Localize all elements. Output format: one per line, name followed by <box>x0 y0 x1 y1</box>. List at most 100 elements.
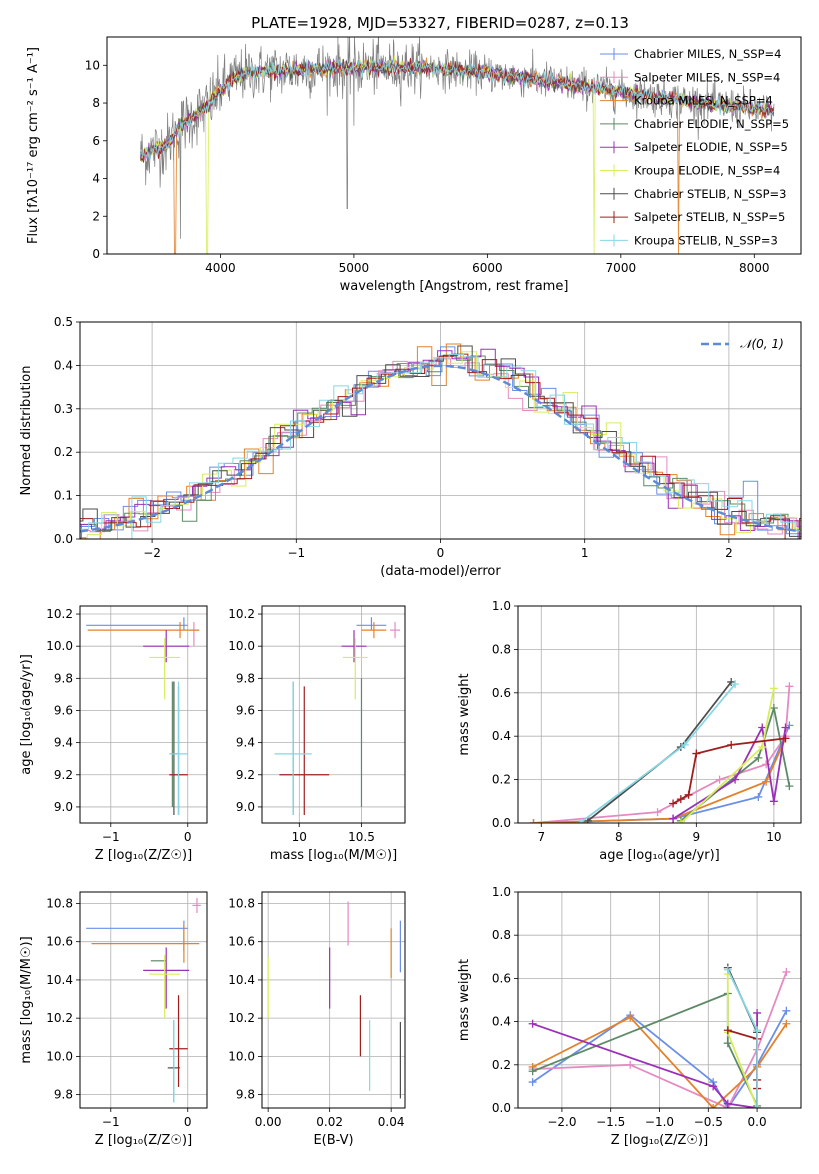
mass_vs_Z-xlabel: Z [log₁₀(Z/Z☉)] <box>95 1133 192 1148</box>
mass_vs_EBV-xtick-label: 0.02 <box>316 1115 343 1129</box>
spectrum-model-line <box>140 58 774 159</box>
residuals-xlabel: (data-model)/error <box>380 564 501 579</box>
weight_vs_Z-xlabel: Z [log₁₀(Z/Z☉)] <box>611 1133 708 1148</box>
weight-point <box>785 682 794 691</box>
mass_vs_Z-ylabel: mass [log₁₀(M/M☉)] <box>19 936 34 1063</box>
weight-point <box>781 723 790 732</box>
spectrum-ytick-label: 8 <box>92 96 100 110</box>
age_vs_Z-xtick-label: −1 <box>102 830 120 844</box>
weight-point <box>723 965 732 974</box>
mass_vs_Z-errorbars <box>86 897 201 1103</box>
mass_vs_Z-ytick-label: 10.8 <box>46 896 73 910</box>
residual-histogram <box>80 351 801 539</box>
age_vs_Z-ytick-label: 9.6 <box>54 703 73 717</box>
weight_vs_Z-ylabel: mass weight <box>457 959 472 1041</box>
weight-series-line <box>532 971 788 1108</box>
weight_vs_age-axes: 7 8 9 10 0.0 0.2 0.4 0.6 0.8 1.0 age [log₁₀(age/yr… <box>457 599 801 863</box>
residual-histogram <box>80 345 801 537</box>
weight-point <box>782 1019 791 1028</box>
age_vs_mass-ytick-label: 9.4 <box>236 736 255 750</box>
residuals-ylabel: Normed distribution <box>19 366 34 496</box>
weight-point <box>727 740 736 749</box>
weight_vs_Z-xtick-label: −0.5 <box>694 1115 723 1129</box>
residuals-ytick-label: 0.4 <box>54 358 73 372</box>
age_vs_mass-xlabel: mass [log₁₀(M/M☉)] <box>270 848 397 863</box>
residuals-xtick-label: 0 <box>437 546 445 560</box>
legend-label: Salpeter MILES, N_SSP=4 <box>634 70 780 84</box>
weight_vs_age-ytick-label: 0.0 <box>492 816 511 830</box>
residuals-xtick-label: −1 <box>287 546 305 560</box>
spectrum-xtick-label: 8000 <box>739 261 770 275</box>
weight-point <box>715 775 724 784</box>
weight_vs_Z-ytick-label: 0.2 <box>492 1058 511 1072</box>
age_vs_Z-errorbars <box>86 617 200 815</box>
weight-point <box>769 684 778 693</box>
weight-series-line <box>532 1016 788 1108</box>
weight-point <box>669 814 678 823</box>
weight-point <box>758 743 767 752</box>
weight_vs_Z-ytick-label: 0.4 <box>492 1015 511 1029</box>
mass_vs_Z-xtick-label: −1 <box>102 1115 120 1129</box>
weight-point <box>781 734 790 743</box>
weight_vs_age-ytick-label: 0.6 <box>492 686 511 700</box>
residuals-ytick-label: 0.1 <box>54 489 73 503</box>
mass_vs_Z-ytick-label: 10.6 <box>46 935 73 949</box>
spectrum-legend: Chabrier MILES, N_SSP=4 Salpeter MILES, N… <box>600 47 789 247</box>
weight-point <box>723 1039 732 1048</box>
spectrum-xtick-label: 4000 <box>205 261 236 275</box>
mass_vs_EBV-xtick-label: 0.04 <box>378 1115 405 1129</box>
spectrum-ytick-label: 4 <box>92 172 100 186</box>
residual-histogram <box>80 348 801 539</box>
residuals-xtick-label: −2 <box>143 546 161 560</box>
age_vs_Z-ytick-label: 9.0 <box>54 800 73 814</box>
mass_vs_EBV-frame <box>261 891 406 1109</box>
residuals-ytick-label: 0.0 <box>54 532 73 546</box>
age_vs_mass-xtick-label: 10 <box>292 830 307 844</box>
weight-point <box>782 1006 791 1015</box>
mass_vs_Z-frame <box>79 891 208 1109</box>
weight-point <box>528 1067 537 1076</box>
mass_vs_EBV-ytick-label: 10.6 <box>228 935 255 949</box>
weight-point <box>785 782 794 791</box>
weight_vs_age-xtick-label: 8 <box>615 830 623 844</box>
age_vs_mass-ytick-label: 9.8 <box>236 671 255 685</box>
weight_vs_age-ylabel: mass weight <box>457 673 472 755</box>
weight_vs_age-xtick-label: 10 <box>766 830 781 844</box>
weight_vs_age-lines <box>529 677 794 823</box>
weight-point <box>626 1060 635 1069</box>
residuals-xtick-label: 2 <box>725 546 733 560</box>
weight-point <box>753 1104 762 1108</box>
weight_vs_Z-ytick-label: 0.8 <box>492 928 511 942</box>
weight-series-line <box>533 738 787 823</box>
weight-point <box>576 819 585 823</box>
weight-point <box>723 1026 732 1035</box>
spectrum-ytick-label: 6 <box>92 134 100 148</box>
weight-point <box>753 1008 762 1017</box>
weight_vs_age-frame <box>517 605 802 824</box>
legend-label: Kroupa STELIB, N_SSP=3 <box>634 233 778 247</box>
age_vs_Z-ylabel: age [log₁₀(age/yr)] <box>19 654 34 775</box>
weight_vs_age-ytick-label: 1.0 <box>492 599 511 613</box>
spectrum-ytick-label: 10 <box>85 58 100 72</box>
spectrum-xtick-label: 7000 <box>606 261 637 275</box>
age_vs_Z-frame <box>79 605 208 824</box>
residual-histogram <box>80 353 801 539</box>
mass_vs_Z-axes: −1 0 9.8 10.0 10.2 10.4 10.6 10.8 Z [log₁₀(Z/Z☉)… <box>19 892 207 1148</box>
weight-point <box>723 1099 732 1108</box>
weight-point <box>692 749 701 758</box>
spectrum-model-line <box>140 58 774 161</box>
spectrum-ylabel: Flux [fλ10⁻¹⁷ erg cm⁻² s⁻¹ A⁻¹] <box>26 47 41 244</box>
age_vs_Z-ytick-label: 10.2 <box>46 607 73 621</box>
mass_vs_Z-ytick-label: 10.0 <box>46 1049 73 1063</box>
age_vs_Z-xlabel: Z [log₁₀(Z/Z☉)] <box>95 848 192 863</box>
mass_vs_Z-ytick-label: 10.2 <box>46 1011 73 1025</box>
weight_vs_Z-xtick-label: −1.5 <box>596 1115 625 1129</box>
mass_vs_EBV-ytick-label: 10.0 <box>228 1049 255 1063</box>
weight-point <box>762 777 771 786</box>
legend-label: Chabrier MILES, N_SSP=4 <box>634 47 781 61</box>
mass_vs_EBV-xlabel: E(B-V) <box>313 1133 353 1148</box>
weight_vs_age-ytick-label: 0.4 <box>492 729 511 743</box>
weight-point <box>528 1078 537 1087</box>
